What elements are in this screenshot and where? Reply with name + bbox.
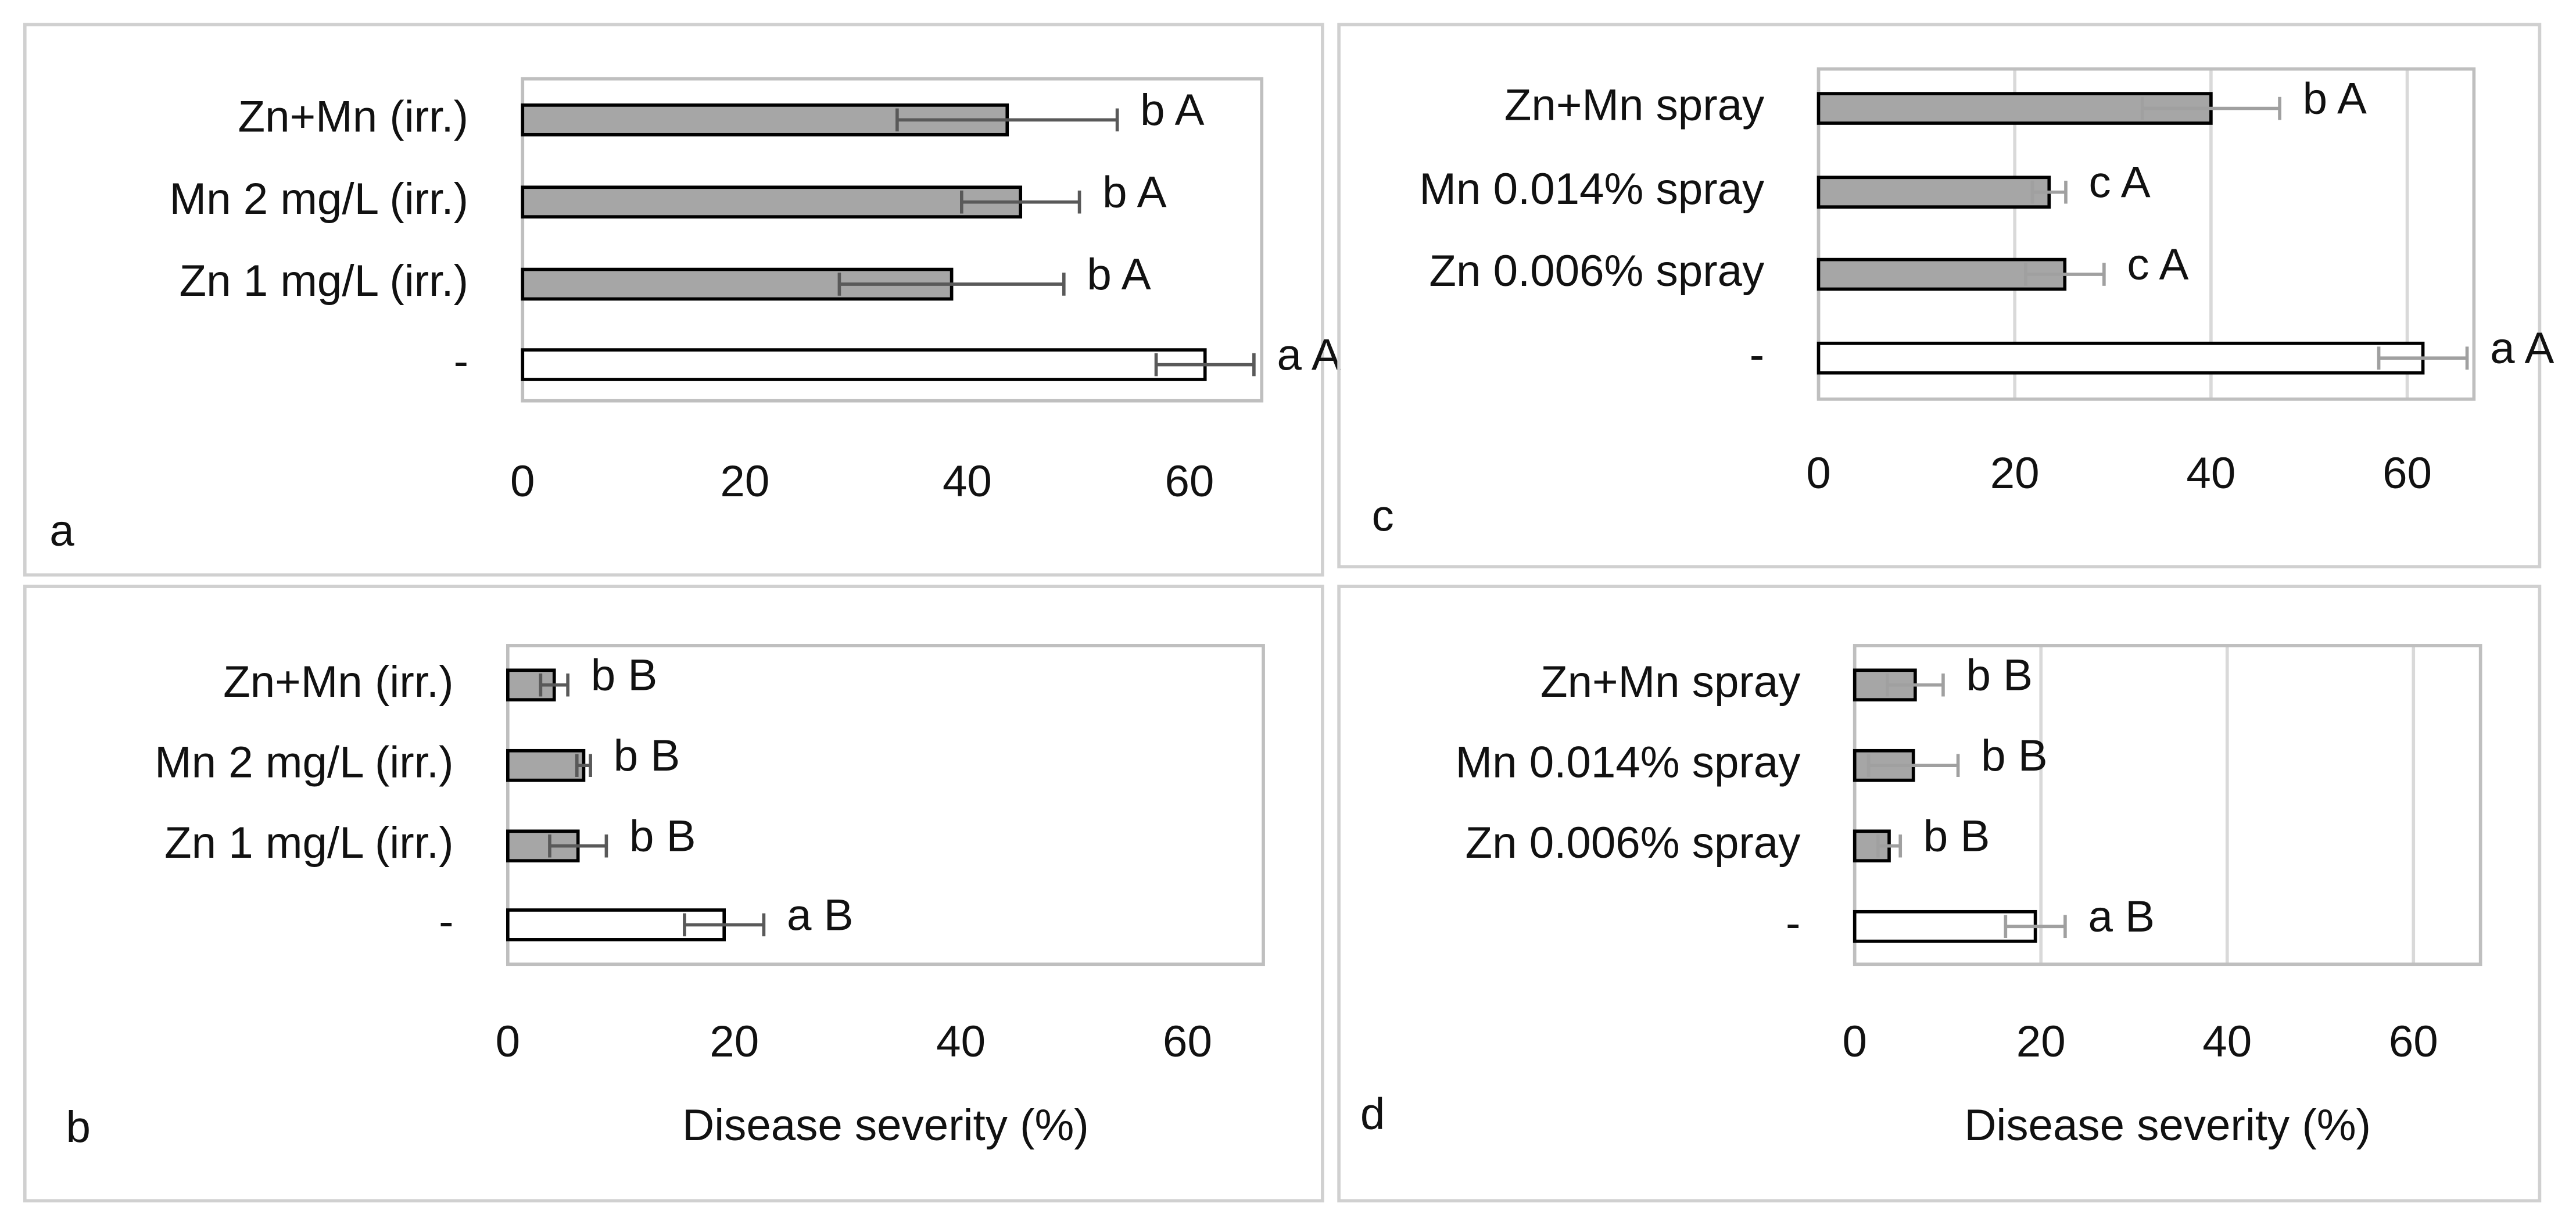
error-bar (548, 834, 608, 858)
x-tick-label: 60 (2389, 1017, 2438, 1066)
panel-frame (1337, 23, 2542, 569)
category-label: - (454, 337, 468, 386)
annotation: a A (1277, 330, 1341, 379)
panel-label: a (49, 506, 74, 556)
annotation: b A (1087, 250, 1151, 299)
panel-frame (23, 23, 1324, 577)
x-axis-label: Disease severity (%) (1964, 1101, 2371, 1150)
x-tick-label: 60 (1165, 457, 1214, 506)
error-bar (2004, 915, 2067, 939)
annotation: b B (1966, 651, 2033, 700)
category-label: Mn 2 mg/L (irr.) (155, 737, 453, 787)
x-tick-label: 40 (2202, 1017, 2252, 1066)
error-bar (1885, 673, 1945, 697)
error-bar (2030, 180, 2068, 204)
error-bar (575, 754, 592, 778)
x-tick-label: 40 (936, 1017, 986, 1066)
error-bar (837, 273, 1066, 296)
x-tick-label: 20 (1990, 449, 2040, 498)
chart-panel: 0 20 40 60 Zn+Mn (irr.) b B Mn 2 mg/L (irr.) b … (23, 585, 1324, 1203)
category-label: Mn 2 mg/L (irr.) (170, 174, 468, 224)
x-tick-label: 20 (2016, 1017, 2066, 1066)
panel-label: d (1360, 1089, 1385, 1138)
annotation: b A (1102, 168, 1166, 217)
annotation: b B (1923, 812, 1990, 861)
bar (521, 185, 1023, 219)
chart-panel: 0 20 40 60 Zn+Mn (irr.) b A Mn 2 mg/L (irr.) b … (23, 23, 1341, 577)
panel-label: c (1372, 491, 1394, 540)
error-bar (2140, 96, 2281, 120)
category-label: Zn 1 mg/L (irr.) (164, 818, 454, 868)
annotation: b B (614, 731, 680, 780)
error-bar (2377, 346, 2469, 370)
plot-frame (1853, 644, 2482, 966)
plot-frame (521, 77, 1264, 403)
x-axis-label: Disease severity (%) (682, 1101, 1089, 1150)
category-label: Zn+Mn spray (1504, 81, 1764, 130)
error-bar (683, 913, 766, 937)
category-label: Zn+Mn (irr.) (223, 657, 453, 707)
error-bar (539, 673, 569, 697)
bar (1817, 341, 2425, 375)
annotation: b B (1981, 731, 2048, 780)
x-tick-label: 0 (1806, 449, 1830, 498)
x-tick-label: 40 (2186, 449, 2235, 498)
category-label: - (1750, 330, 1764, 379)
x-tick-label: 20 (710, 1017, 759, 1066)
category-label: Zn 0.006% spray (1429, 246, 1764, 296)
x-tick-label: 20 (720, 457, 769, 506)
error-bar (1866, 754, 1960, 778)
bar (1817, 257, 2067, 291)
category-label: Zn 0.006% spray (1466, 818, 1801, 868)
annotation: b B (591, 651, 658, 700)
panel-frame (23, 585, 1324, 1203)
plot-frame (506, 644, 1265, 966)
category-label: - (439, 897, 453, 947)
annotation: b A (1140, 85, 1204, 135)
error-bar (1154, 353, 1256, 377)
error-bar (2023, 263, 2106, 286)
annotation: b A (2303, 74, 2367, 123)
plot-frame (1817, 67, 2476, 401)
error-bar (1876, 834, 1903, 858)
category-label: Zn 1 mg/L (irr.) (179, 256, 468, 306)
x-tick-label: 0 (496, 1017, 520, 1066)
error-bar (959, 190, 1081, 214)
annotation: a A (2490, 324, 2554, 373)
category-label: Zn+Mn spray (1540, 657, 1800, 707)
error-bar (895, 108, 1119, 132)
bar (506, 748, 586, 782)
panel-label: b (66, 1102, 90, 1152)
x-tick-label: 0 (510, 457, 535, 506)
annotation: b B (629, 812, 696, 861)
annotation: a B (787, 890, 854, 940)
x-tick-label: 0 (1842, 1017, 1866, 1066)
bar (521, 348, 1207, 381)
category-label: Mn 0.014% spray (1419, 164, 1764, 214)
category-label: Mn 0.014% spray (1456, 737, 1801, 787)
chart-panel: 0 20 40 60 Zn+Mn spray b A Mn 0.014% spray c A Z… (1337, 23, 2554, 569)
x-tick-label: 60 (1163, 1017, 1212, 1066)
annotation: a B (2088, 892, 2155, 941)
chart-panel: 0 20 40 60 Zn+Mn spray b B Mn 0.014% spray b B Z… (1337, 585, 2542, 1203)
bar (1817, 176, 2051, 209)
annotation: c A (2127, 240, 2188, 289)
category-label: - (1786, 898, 1800, 948)
x-tick-label: 40 (943, 457, 992, 506)
x-tick-label: 60 (2382, 449, 2432, 498)
panel-frame (1337, 585, 2542, 1203)
annotation: c A (2089, 158, 2151, 207)
category-label: Zn+Mn (irr.) (238, 92, 468, 142)
